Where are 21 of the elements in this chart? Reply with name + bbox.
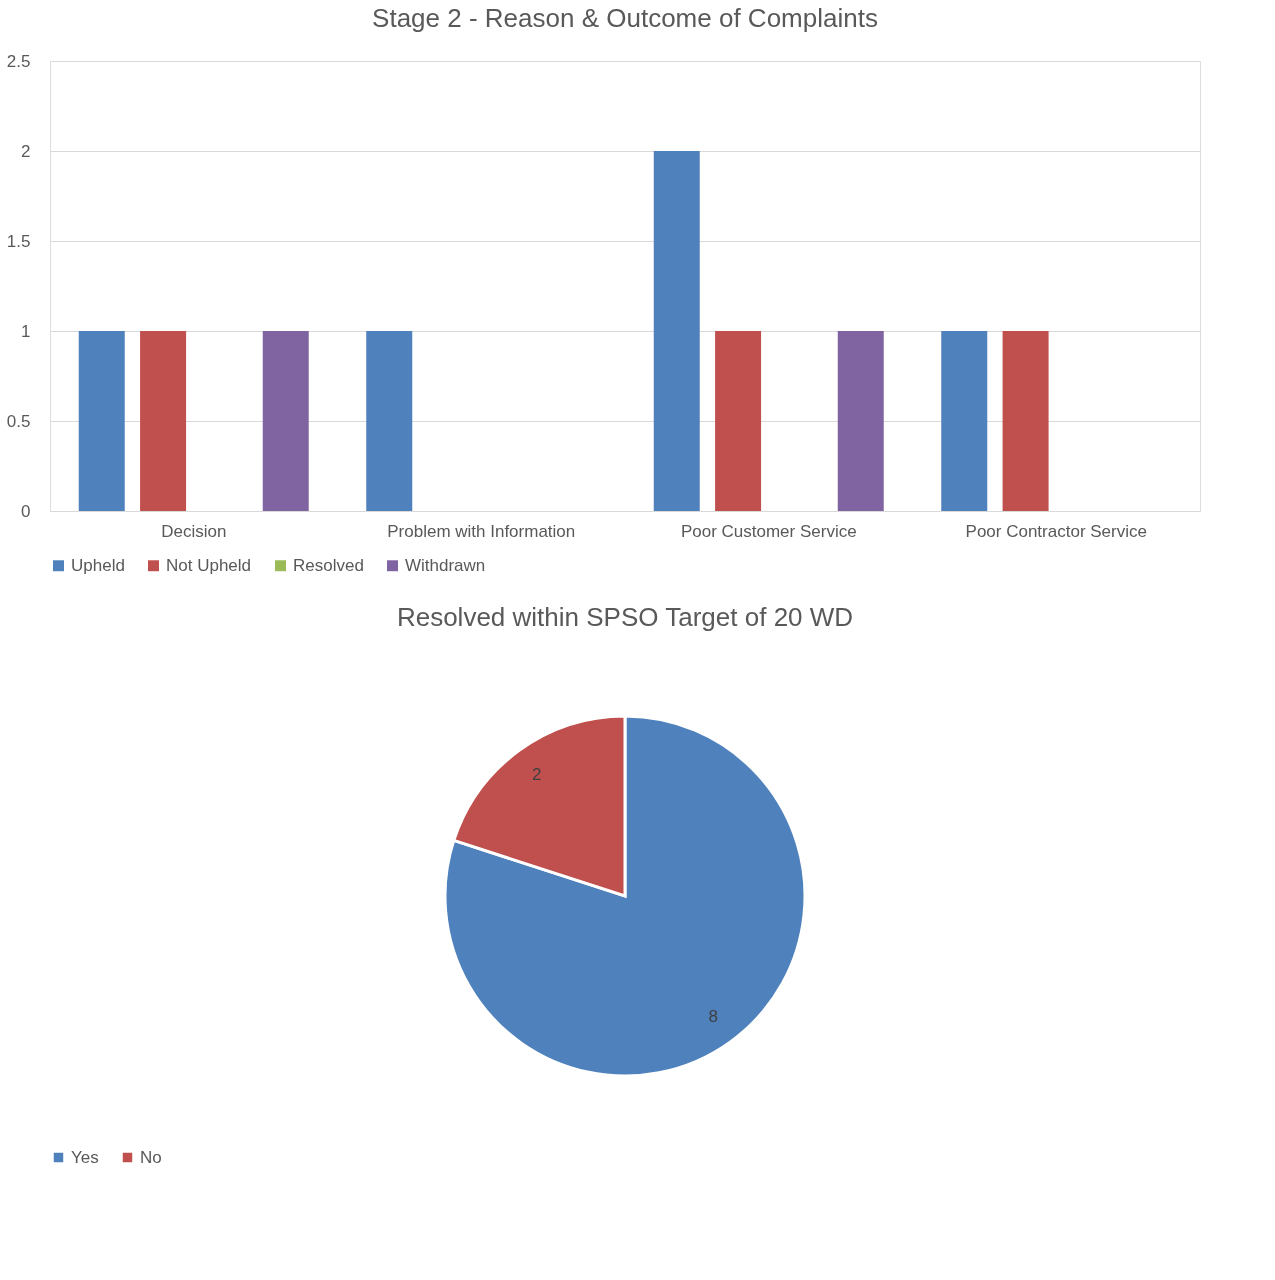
chart-title: Resolved within SPSO Target of 20 WD — [396, 602, 854, 632]
chart-title: Stage 2 - Reason & Outcome of Complaints — [372, 3, 878, 33]
x-tick-label: Problem with Information — [387, 521, 576, 541]
data-label: 8 — [708, 1007, 718, 1027]
legend-label: Not Upheld — [166, 555, 252, 575]
legend-label: Yes — [71, 1147, 99, 1167]
y-tick-label: 1.5 — [6, 231, 31, 251]
x-tick-label: Poor Customer Service — [680, 521, 857, 541]
legend-label: No — [140, 1147, 162, 1167]
x-tick-label: Poor Contractor Service — [965, 521, 1147, 541]
y-tick-label: 2.5 — [6, 51, 31, 71]
y-tick-label: 0.5 — [6, 411, 31, 431]
pie-slice — [443, 714, 807, 1078]
legend-label: Upheld — [71, 555, 125, 575]
y-tick-label: 2 — [21, 141, 31, 161]
x-tick-label: Decision — [161, 521, 227, 541]
y-tick-label: 1 — [21, 321, 31, 341]
legend-label: Resolved — [293, 555, 364, 575]
legend-label: Withdrawn — [405, 555, 486, 575]
y-tick-label: 0 — [21, 501, 31, 521]
data-label: 2 — [532, 764, 542, 784]
